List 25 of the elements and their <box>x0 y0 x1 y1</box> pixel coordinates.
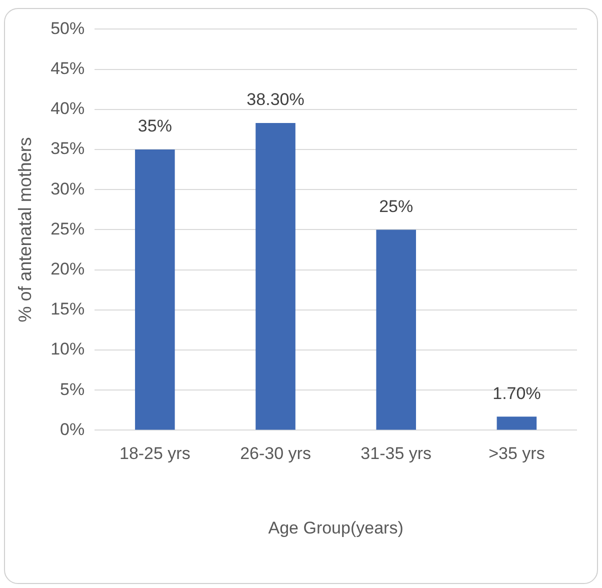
y-axis-title: % of antenatal mothers <box>14 137 35 322</box>
y-tick-label: 5% <box>60 380 85 399</box>
y-tick-label: 15% <box>50 300 85 319</box>
y-tick-label: 40% <box>50 99 85 118</box>
y-tick-label: 10% <box>50 340 85 359</box>
y-tick-label: 45% <box>50 58 85 78</box>
data-label: 35% <box>138 116 172 136</box>
y-tick-label: 0% <box>60 420 85 439</box>
x-tick-label: 31-35 yrs <box>360 444 432 464</box>
y-tick-label: 20% <box>50 259 85 278</box>
bar <box>496 416 537 430</box>
bar <box>256 123 296 430</box>
x-axis-title: Age Group(years) <box>268 518 404 538</box>
bar <box>376 230 416 430</box>
y-tick-label: 50% <box>50 18 85 38</box>
y-tick-label: 35% <box>50 139 85 158</box>
x-tick-label: >35 yrs <box>488 444 545 464</box>
bar <box>135 150 175 430</box>
x-tick-label: 26-30 yrs <box>240 444 311 464</box>
data-label: 38.30% <box>246 90 304 110</box>
y-tick-label: 25% <box>50 219 85 238</box>
data-label: 1.70% <box>492 384 541 403</box>
y-tick-label: 30% <box>50 179 85 198</box>
data-label: 25% <box>379 196 414 216</box>
x-tick-label: 18-25 yrs <box>119 444 190 464</box>
